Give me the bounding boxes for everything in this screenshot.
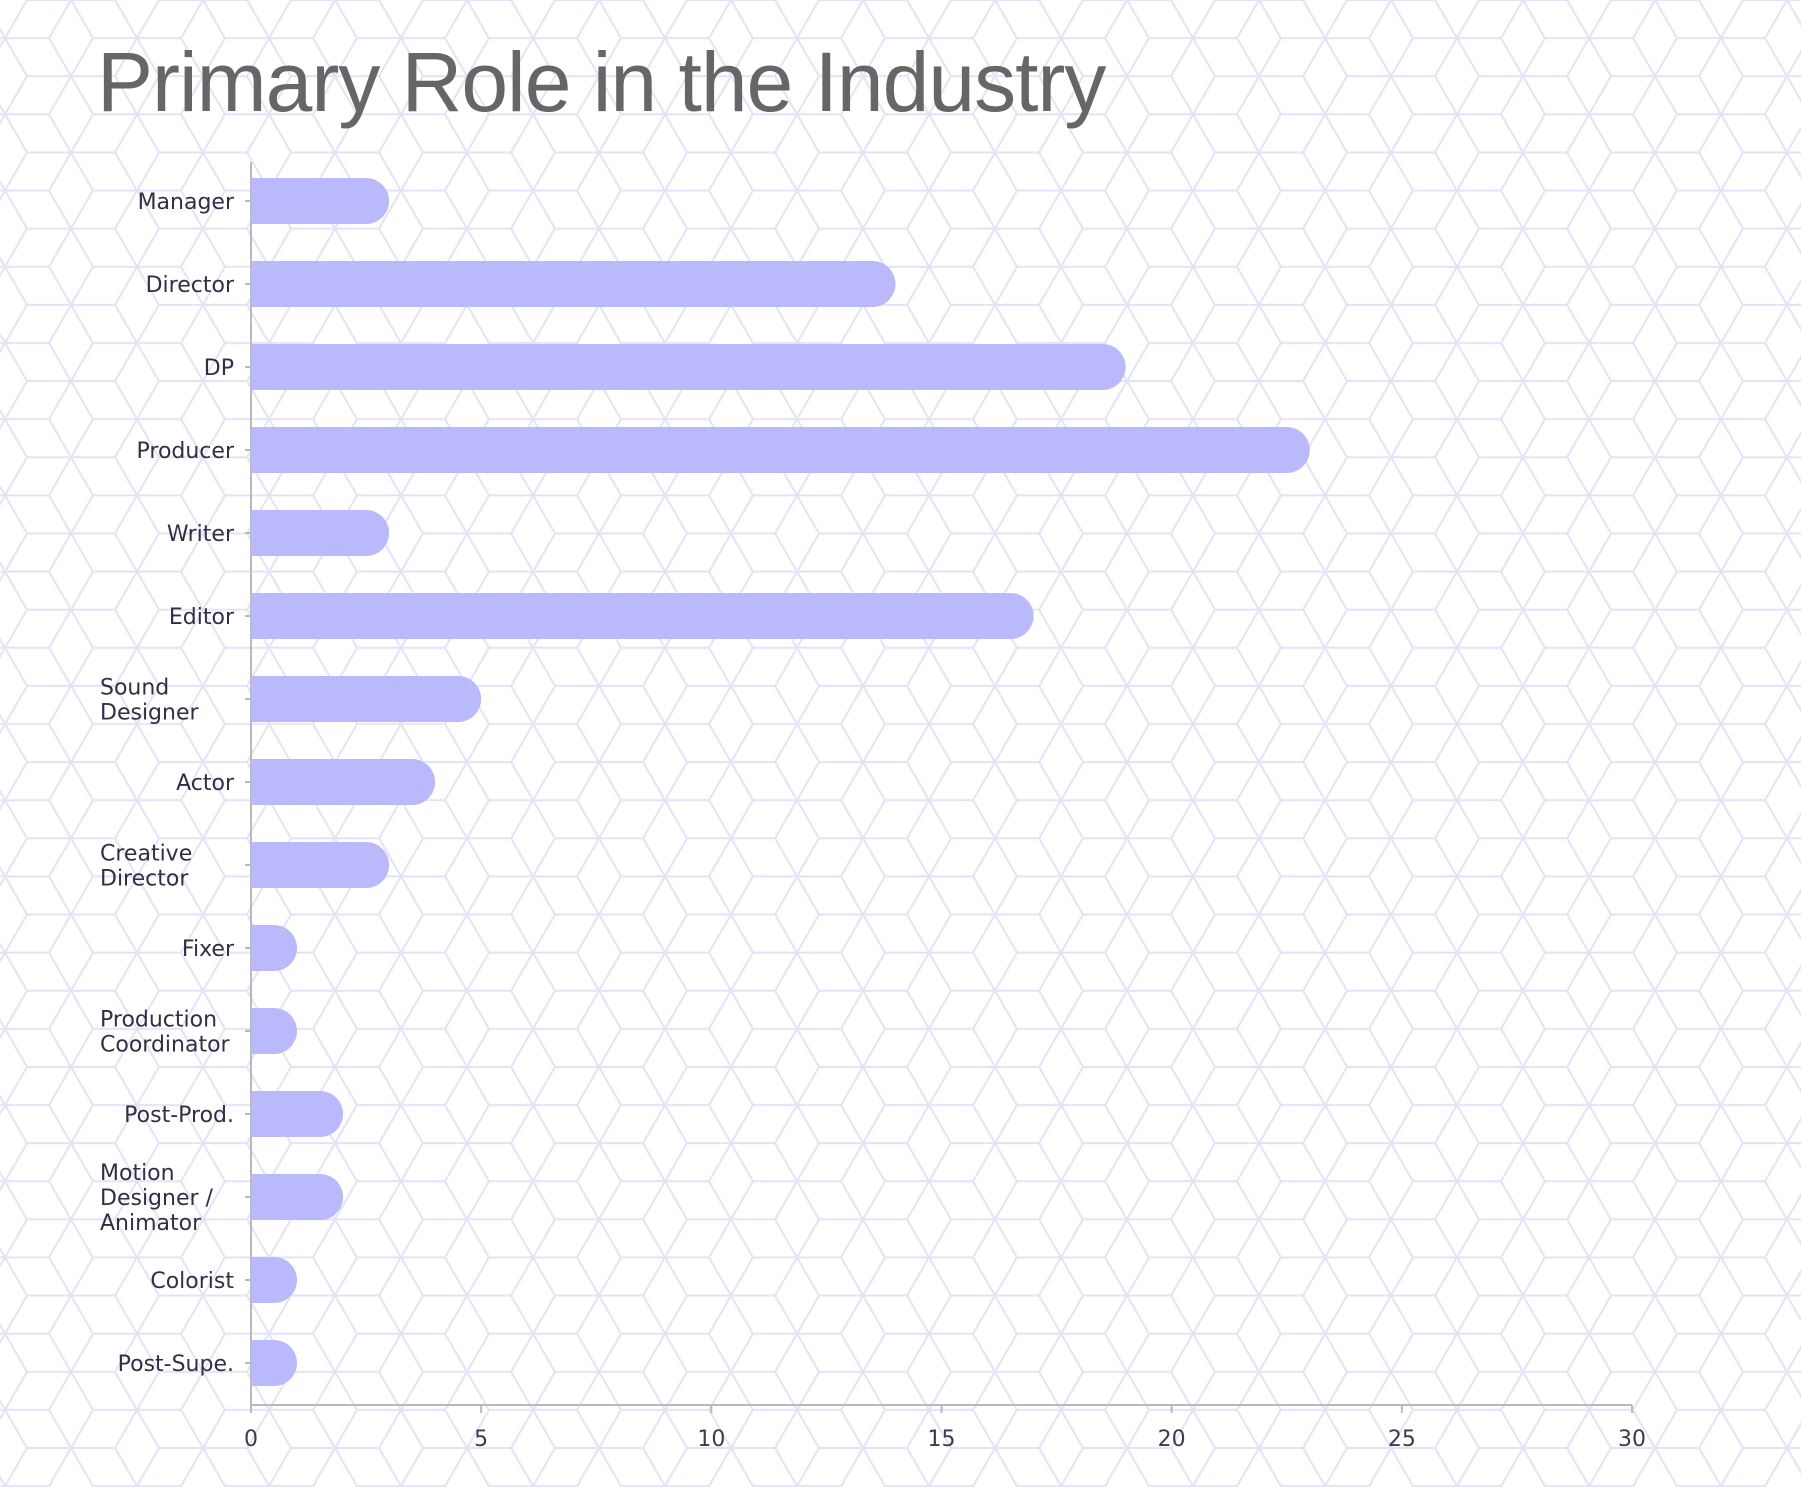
bar: [251, 178, 390, 224]
bar: [251, 759, 436, 805]
bar: [251, 1257, 298, 1303]
y-tick-label: Editor: [169, 605, 235, 630]
bar: [251, 261, 896, 307]
x-tick-label: 15: [928, 1427, 956, 1452]
bar: [251, 1008, 298, 1054]
x-tick-label: 0: [244, 1427, 258, 1452]
bar: [251, 1174, 344, 1220]
bar: [251, 676, 482, 722]
y-tick-label: Manager: [138, 190, 235, 215]
y-tick-label: Creative Director: [100, 842, 192, 892]
bar: [251, 1340, 298, 1386]
x-tick-label: 5: [474, 1427, 488, 1452]
x-tick-label: 10: [697, 1427, 725, 1452]
bar: [251, 925, 298, 971]
y-tick-label: Director: [146, 273, 235, 298]
bar: [251, 427, 1310, 473]
chart-title: Primary Role in the Industry: [97, 35, 1106, 129]
x-tick-label: 30: [1618, 1427, 1646, 1452]
y-tick-label: Post-Supe.: [118, 1352, 234, 1377]
y-tick-label: Motion Designer / Animator: [100, 1161, 214, 1236]
y-tick-label: Writer: [167, 522, 235, 547]
bar: [251, 1091, 344, 1137]
y-tick-label: Fixer: [182, 937, 235, 962]
x-tick-label: 25: [1388, 1427, 1416, 1452]
y-tick-label: Sound Designer: [100, 676, 199, 726]
y-tick-label: Producer: [137, 439, 235, 464]
bar: [251, 344, 1126, 390]
y-tick-label: Colorist: [150, 1269, 234, 1294]
bar: [251, 842, 390, 888]
bar: [251, 510, 390, 556]
y-tick-label: Actor: [176, 771, 235, 796]
x-tick-label: 20: [1158, 1427, 1186, 1452]
y-tick-label: DP: [204, 356, 234, 381]
bar: [251, 593, 1034, 639]
y-tick-label: Post-Prod.: [124, 1103, 234, 1128]
y-tick-label: Production Coordinator: [100, 1008, 231, 1058]
